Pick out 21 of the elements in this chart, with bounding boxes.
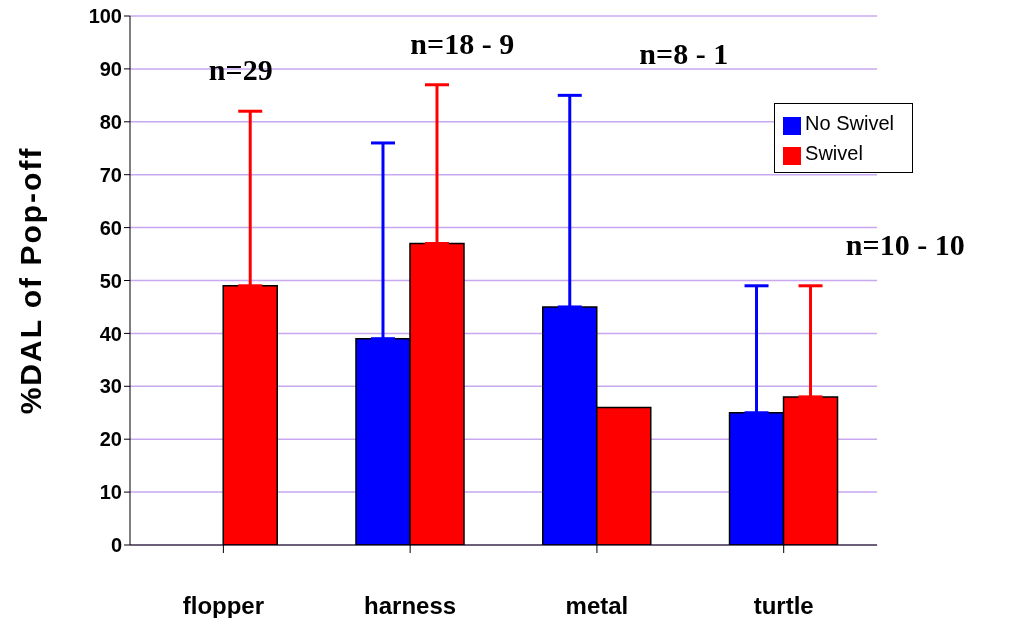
y-tick-label: 20 xyxy=(99,428,122,451)
y-tick-label: 30 xyxy=(99,375,122,398)
y-tick-label: 60 xyxy=(99,216,122,239)
y-tick-label: 40 xyxy=(99,322,122,345)
annotation: n=10 - 10 xyxy=(844,227,966,262)
y-tick-label: 10 xyxy=(99,481,122,504)
x-tick-label: metal xyxy=(565,592,629,620)
x-tick-label: harness xyxy=(364,592,457,620)
y-tick-label: 80 xyxy=(99,110,122,133)
legend-label: Swivel xyxy=(805,142,863,164)
y-tick-label: 50 xyxy=(99,269,122,292)
y-tick-label: 70 xyxy=(99,163,122,186)
y-axis-title: %DAL of Pop-off xyxy=(13,146,47,415)
x-tick-label: turtle xyxy=(753,592,814,620)
annotation: n=29 xyxy=(207,53,274,88)
y-tick-label: 0 xyxy=(110,534,122,557)
legend-label: No Swivel xyxy=(805,112,894,134)
y-tick-label: 90 xyxy=(99,58,122,80)
annotation: n=18 - 9 xyxy=(409,26,516,61)
y-tick-label: 100 xyxy=(88,5,122,28)
annotation: n=8 - 1 xyxy=(638,37,730,72)
